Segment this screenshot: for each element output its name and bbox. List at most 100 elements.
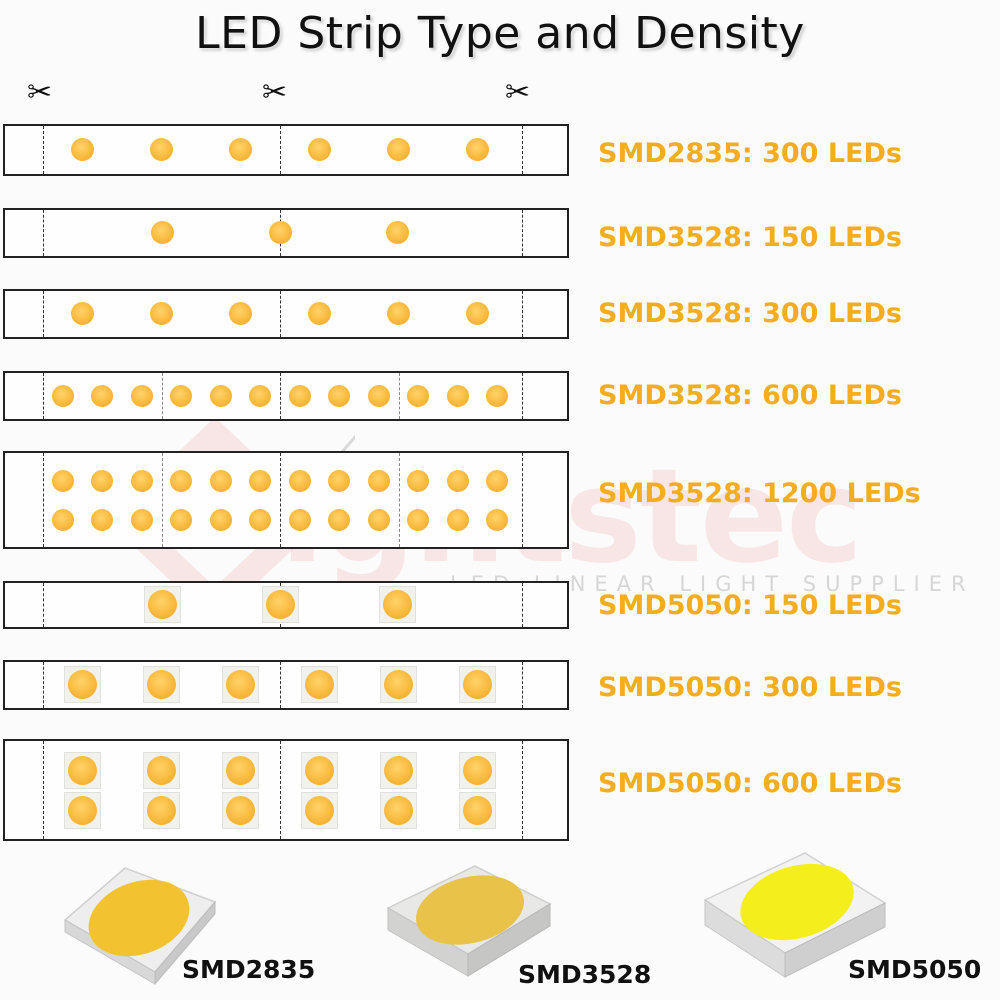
led-icon [367,384,390,407]
led-icon [170,469,193,492]
led-icon [147,796,176,826]
led-icon [226,796,255,826]
led-strip [3,289,569,339]
cut-line [280,126,281,174]
page-title: LED Strip Type and Density [195,8,805,59]
led-icon [209,508,232,531]
strip-label: SMD3528: 300 LEDs [598,298,902,329]
cut-line [522,453,523,547]
led-strip [3,660,569,710]
led-icon [305,670,334,699]
led-icon [68,670,97,699]
led-icon [466,302,489,325]
led-icon [147,670,176,699]
led-icon [209,469,232,492]
led-icon [51,384,74,407]
led-icon [170,508,193,531]
cut-line [280,291,281,337]
led-icon [71,302,94,325]
led-icon [150,138,173,161]
cut-line [43,373,44,419]
led-icon [384,796,413,826]
led-icon [328,469,351,492]
smd5050-chip-icon [703,852,887,978]
led-icon [463,670,492,699]
led-icon [446,384,469,407]
cut-line [398,373,400,419]
led-strip [3,208,569,258]
led-icon [268,221,292,244]
led-icon [446,508,469,531]
cut-line [398,453,400,547]
led-icon [486,469,509,492]
led-icon [226,755,255,785]
smd3528-chip-icon [386,865,552,977]
led-icon [288,508,311,531]
led-icon [387,302,410,325]
led-icon [367,469,390,492]
chip-label-smd2835: SMD2835 [182,955,316,984]
scissors-icon: ✂ [505,75,531,110]
strip-label: SMD5050: 600 LEDs [598,768,902,799]
cut-line [522,126,523,174]
led-icon [148,590,178,619]
strip-label: SMD2835: 300 LEDs [598,138,902,169]
cut-line [43,126,44,174]
chip-label-smd3528: SMD3528 [518,960,652,989]
led-strip [3,124,569,176]
cut-line [280,741,281,839]
led-icon [226,670,255,699]
cut-line [522,662,523,708]
cut-line [522,373,523,419]
led-icon [407,508,430,531]
led-icon [463,796,492,826]
led-strip [3,581,569,629]
led-icon [328,384,351,407]
led-icon [130,469,153,492]
led-icon [147,755,176,785]
led-icon [384,670,413,699]
led-icon [305,796,334,826]
led-icon [71,138,94,161]
led-icon [265,590,295,619]
strip-label: SMD5050: 300 LEDs [598,672,902,703]
led-icon [91,469,114,492]
led-strip [3,739,569,841]
cut-line [522,741,523,839]
cut-line [161,453,163,547]
led-icon [229,302,252,325]
led-icon [486,384,509,407]
led-icon [130,508,153,531]
strip-label: SMD3528: 600 LEDs [598,380,902,411]
led-icon [91,384,114,407]
cut-line [43,741,44,839]
cut-line [280,662,281,708]
strip-label: SMD3528: 150 LEDs [598,222,902,253]
led-icon [308,302,331,325]
cut-line [280,453,281,547]
cut-line [522,583,523,627]
led-strip [3,451,569,549]
cut-line [43,210,44,256]
cut-line [161,373,163,419]
cut-line [43,453,44,547]
led-icon [249,384,272,407]
scissors-icon: ✂ [262,75,288,110]
led-icon [384,755,413,785]
led-icon [91,508,114,531]
led-icon [466,138,489,161]
cut-line [43,583,44,627]
cut-line [522,210,523,256]
led-icon [407,384,430,407]
led-icon [288,469,311,492]
led-icon [367,508,390,531]
led-icon [305,755,334,785]
led-icon [151,221,175,244]
led-icon [249,469,272,492]
led-icon [170,384,193,407]
strip-label: SMD3528: 1200 LEDs [598,478,921,509]
cut-line [43,662,44,708]
led-icon [328,508,351,531]
led-icon [288,384,311,407]
